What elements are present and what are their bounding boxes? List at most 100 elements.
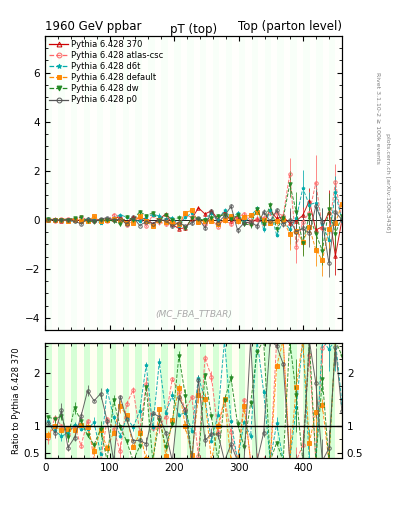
Bar	[123, 36, 129, 330]
Bar	[245, 343, 252, 458]
Y-axis label: Ratio to Pythia 6.428 370: Ratio to Pythia 6.428 370	[12, 347, 21, 454]
Bar	[187, 343, 194, 458]
Bar	[336, 343, 342, 458]
Bar	[168, 36, 174, 330]
Bar	[110, 343, 116, 458]
Bar	[303, 343, 310, 458]
Bar	[194, 36, 200, 330]
Bar	[206, 343, 213, 458]
Bar	[323, 36, 329, 330]
Bar	[45, 36, 51, 330]
Bar	[97, 343, 103, 458]
Bar	[168, 343, 174, 458]
Bar	[71, 36, 77, 330]
Bar	[200, 36, 206, 330]
Bar	[155, 36, 161, 330]
Bar	[136, 36, 142, 330]
Bar	[64, 343, 71, 458]
Bar	[71, 343, 77, 458]
Bar	[174, 36, 181, 330]
Bar	[84, 36, 90, 330]
Bar	[290, 36, 297, 330]
Bar	[336, 36, 342, 330]
Text: plots.cern.ch [arXiv:1306.3436]: plots.cern.ch [arXiv:1306.3436]	[385, 134, 389, 232]
Bar	[226, 36, 232, 330]
Bar	[123, 343, 129, 458]
Bar	[161, 343, 168, 458]
Bar	[284, 343, 290, 458]
Bar	[219, 36, 226, 330]
Bar	[348, 343, 355, 458]
Bar	[310, 343, 316, 458]
Bar	[142, 36, 149, 330]
Bar	[51, 343, 58, 458]
Bar	[58, 36, 64, 330]
Bar	[161, 36, 168, 330]
Bar	[200, 343, 206, 458]
Bar	[174, 343, 181, 458]
Text: Rivet 3.1.10-2 ≥ 100k events: Rivet 3.1.10-2 ≥ 100k events	[375, 72, 380, 164]
Bar	[239, 343, 245, 458]
Text: (MC_FBA_TTBAR): (MC_FBA_TTBAR)	[155, 309, 232, 318]
Bar	[90, 36, 97, 330]
Bar	[142, 343, 149, 458]
Bar	[303, 36, 310, 330]
Bar	[149, 36, 155, 330]
Bar	[316, 36, 323, 330]
Bar	[258, 343, 264, 458]
Bar	[219, 343, 226, 458]
Bar	[116, 36, 123, 330]
Bar	[284, 36, 290, 330]
Bar	[129, 343, 136, 458]
Bar	[226, 343, 232, 458]
Bar	[348, 36, 355, 330]
Bar	[51, 36, 58, 330]
Bar	[149, 343, 155, 458]
Bar	[342, 343, 348, 458]
Bar	[58, 343, 64, 458]
Bar	[329, 36, 336, 330]
Bar	[84, 343, 90, 458]
Bar	[297, 36, 303, 330]
Bar	[77, 36, 84, 330]
Bar	[103, 36, 110, 330]
Text: 1960 GeV ppbar: 1960 GeV ppbar	[45, 20, 142, 33]
Bar	[136, 343, 142, 458]
Bar	[129, 36, 136, 330]
Bar	[239, 36, 245, 330]
Bar	[245, 36, 252, 330]
Bar	[258, 36, 264, 330]
Bar	[187, 36, 194, 330]
Bar	[181, 36, 187, 330]
Bar	[252, 36, 258, 330]
Bar	[90, 343, 97, 458]
Bar	[97, 36, 103, 330]
Bar	[213, 343, 219, 458]
Bar	[213, 36, 219, 330]
Bar	[232, 36, 239, 330]
Bar	[181, 343, 187, 458]
Bar	[110, 36, 116, 330]
Bar	[277, 343, 284, 458]
Bar	[77, 343, 84, 458]
Bar	[194, 343, 200, 458]
Bar	[232, 343, 239, 458]
Bar	[45, 343, 51, 458]
Bar	[64, 36, 71, 330]
Bar	[329, 343, 336, 458]
Legend: Pythia 6.428 370, Pythia 6.428 atlas-csc, Pythia 6.428 d6t, Pythia 6.428 default: Pythia 6.428 370, Pythia 6.428 atlas-csc…	[48, 38, 165, 106]
Bar	[271, 343, 277, 458]
Bar	[264, 36, 271, 330]
Bar	[277, 36, 284, 330]
Bar	[206, 36, 213, 330]
Bar	[323, 343, 329, 458]
Bar	[316, 343, 323, 458]
Bar	[297, 343, 303, 458]
Bar	[155, 343, 161, 458]
Bar	[271, 36, 277, 330]
Bar	[264, 343, 271, 458]
Title: pT (top): pT (top)	[170, 23, 217, 36]
Bar	[310, 36, 316, 330]
Bar	[342, 36, 348, 330]
Bar	[116, 343, 123, 458]
